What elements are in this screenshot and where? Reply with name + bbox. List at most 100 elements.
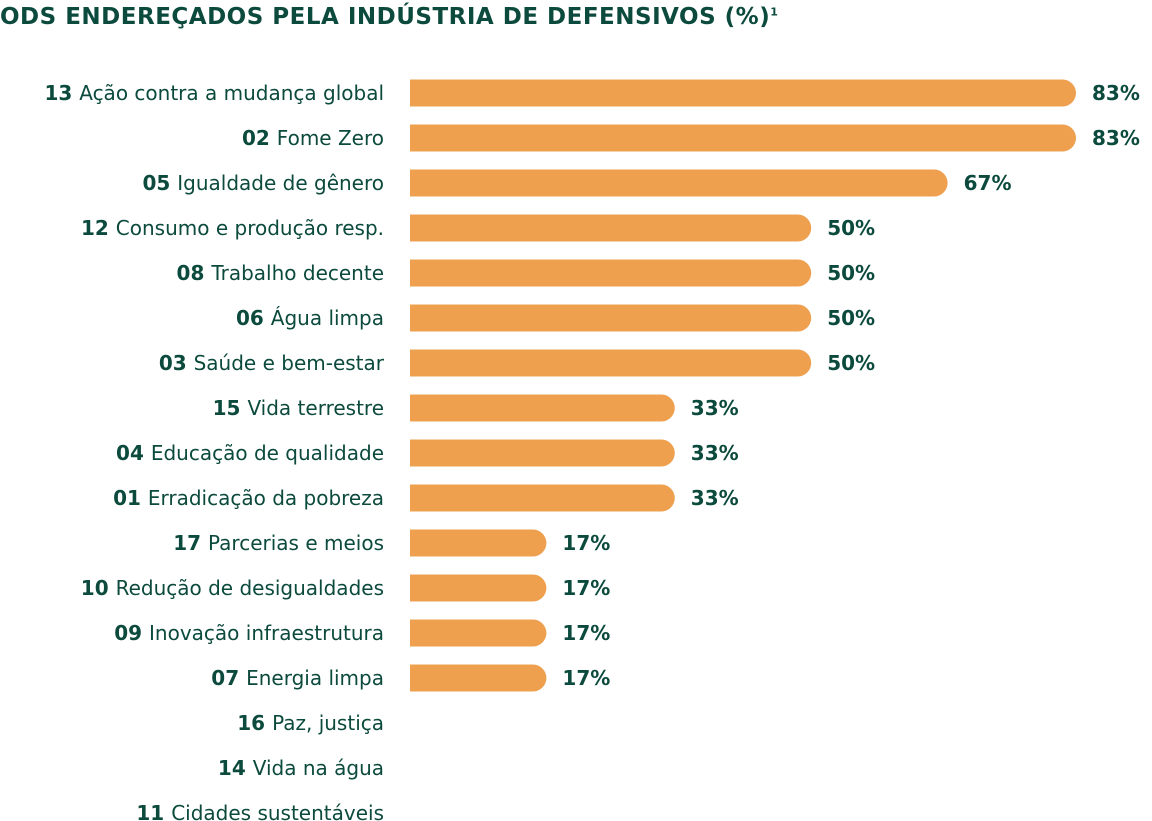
value-label: 17% — [562, 531, 610, 555]
value-label: 83% — [1092, 81, 1140, 105]
category-label: 12 Consumo e produção resp. — [81, 216, 384, 240]
bar — [410, 79, 1076, 107]
value-label: 50% — [827, 306, 875, 330]
category-label: 07 Energia limpa — [211, 666, 384, 690]
bar — [410, 394, 675, 422]
category-label: 06 Água limpa — [236, 306, 384, 330]
bar-left-cap — [410, 394, 437, 422]
value-label: 50% — [827, 351, 875, 375]
bar-left-cap — [410, 124, 437, 152]
bar — [410, 574, 547, 602]
chart-title-text: ODS ENDEREÇADOS PELA INDÚSTRIA DE DEFENS… — [0, 4, 771, 30]
value-label: 50% — [827, 261, 875, 285]
value-label: 17% — [562, 666, 610, 690]
category-name: Fome Zero — [277, 126, 384, 150]
bar — [410, 169, 948, 197]
category-label: 02 Fome Zero — [242, 126, 384, 150]
category-name: Paz, justiça — [272, 711, 384, 735]
value-label: 33% — [691, 486, 739, 510]
category-number: 16 — [237, 711, 272, 735]
value-labels: 83% 83% 67% 50% 50% 50% 50% 33% 33% 33% 17% 17% 17% 1… — [562, 81, 1139, 690]
category-name: Redução de desigualdades — [116, 576, 384, 600]
bar — [410, 124, 1076, 152]
category-label: 05 Igualdade de gênero — [142, 171, 384, 195]
value-label: 50% — [827, 216, 875, 240]
bar-left-cap — [410, 484, 437, 512]
bar — [410, 439, 675, 467]
category-label: 03 Saúde e bem-estar — [159, 351, 385, 375]
category-name: Educação de qualidade — [151, 441, 384, 465]
category-number: 09 — [114, 621, 149, 645]
bar-left-cap — [410, 79, 437, 107]
category-label: 09 Inovação infraestrutura — [114, 621, 384, 645]
bar-left-cap — [410, 529, 437, 557]
category-name: Trabalho decente — [210, 261, 384, 285]
category-name: Inovação infraestrutura — [149, 621, 384, 645]
category-name: Saúde e bem-estar — [194, 351, 385, 375]
bar-left-cap — [410, 259, 437, 287]
bar-left-cap — [410, 304, 437, 332]
category-name: Consumo e produção resp. — [116, 216, 384, 240]
bars — [410, 79, 1076, 692]
category-name: Vida terrestre — [247, 396, 384, 420]
category-label: 11 Cidades sustentáveis — [136, 801, 384, 821]
bar-left-cap — [410, 439, 437, 467]
category-number: 17 — [173, 531, 208, 555]
category-name: Vida na água — [253, 756, 384, 780]
bar — [410, 619, 547, 647]
category-number: 11 — [136, 801, 171, 821]
category-number: 12 — [81, 216, 116, 240]
category-name: Erradicação da pobreza — [148, 486, 384, 510]
category-name: Cidades sustentáveis — [171, 801, 384, 821]
category-name: Energia limpa — [246, 666, 384, 690]
bar — [410, 529, 547, 557]
bar — [410, 214, 812, 242]
category-label: 04 Educação de qualidade — [116, 441, 384, 465]
category-number: 07 — [211, 666, 246, 690]
bar — [410, 664, 547, 692]
value-label: 83% — [1092, 126, 1140, 150]
chart-title-footnote-marker: 1 — [770, 5, 778, 19]
category-label: 17 Parcerias e meios — [173, 531, 384, 555]
value-label: 33% — [691, 396, 739, 420]
category-number: 04 — [116, 441, 151, 465]
bar-left-cap — [410, 169, 437, 197]
category-name: Parcerias e meios — [208, 531, 384, 555]
value-label: 67% — [964, 171, 1012, 195]
value-label: 33% — [691, 441, 739, 465]
category-number: 14 — [218, 756, 253, 780]
category-name: Igualdade de gênero — [177, 171, 384, 195]
category-number: 01 — [113, 486, 148, 510]
bar-left-cap — [410, 349, 437, 377]
category-label: 10 Redução de desigualdades — [81, 576, 384, 600]
category-label: 08 Trabalho decente — [177, 261, 384, 285]
category-label: 15 Vida terrestre — [213, 396, 384, 420]
category-number: 15 — [213, 396, 248, 420]
category-number: 10 — [81, 576, 116, 600]
bar-left-cap — [410, 574, 437, 602]
bar — [410, 259, 812, 287]
category-label: 14 Vida na água — [218, 756, 384, 780]
category-number: 05 — [142, 171, 177, 195]
value-label: 17% — [562, 621, 610, 645]
bar-left-cap — [410, 619, 437, 647]
bar — [410, 304, 812, 332]
chart-title: ODS ENDEREÇADOS PELA INDÚSTRIA DE DEFENS… — [0, 4, 778, 30]
category-number: 03 — [159, 351, 194, 375]
bar — [410, 349, 812, 377]
bar-left-cap — [410, 664, 437, 692]
category-number: 06 — [236, 306, 271, 330]
category-number: 08 — [177, 261, 212, 285]
category-number: 13 — [44, 81, 79, 105]
category-name: Água limpa — [271, 306, 384, 330]
value-label: 17% — [562, 576, 610, 600]
category-label: 16 Paz, justiça — [237, 711, 384, 735]
category-labels: 13 Ação contra a mudança global 02 Fome Z… — [44, 81, 384, 821]
category-label: 13 Ação contra a mudança global — [44, 81, 384, 105]
bar — [410, 484, 675, 512]
bar-left-cap — [410, 214, 437, 242]
category-name: Ação contra a mudança global — [79, 81, 384, 105]
category-number: 02 — [242, 126, 277, 150]
category-label: 01 Erradicação da pobreza — [113, 486, 384, 510]
